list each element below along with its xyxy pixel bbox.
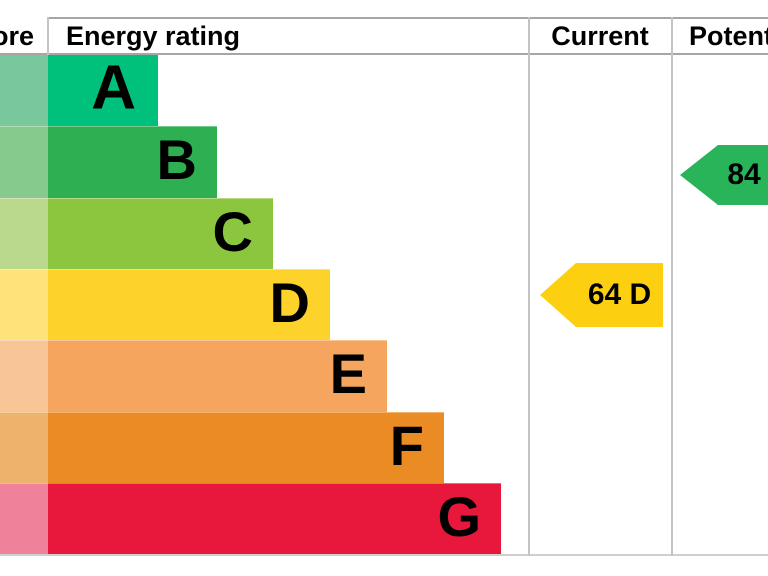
score-cell-d: 55-68	[0, 269, 48, 340]
score-column-divider	[47, 17, 49, 55]
rating-bar-g: G	[48, 483, 501, 554]
band-row-g: 1-20 G	[0, 483, 768, 554]
table-bottom-border	[0, 554, 768, 556]
score-cell-a: 92+	[0, 55, 48, 126]
rating-bar-b: B	[48, 126, 217, 198]
rating-bar-f: F	[48, 412, 444, 483]
band-row-b: 81-91 B	[0, 126, 768, 198]
current-column-divider	[528, 17, 530, 556]
score-cell-e: 39-54	[0, 340, 48, 412]
rating-letter-f: F	[389, 413, 424, 477]
energy-rating-column-header: Energy rating	[66, 21, 241, 51]
current-rating-arrow: 64 D	[540, 263, 663, 327]
rating-letter-c: C	[212, 199, 253, 263]
band-row-e: 39-54 E	[0, 340, 768, 412]
score-cell-f: 21-38	[0, 412, 48, 483]
rating-letter-g: G	[437, 484, 481, 548]
band-row-a: 92+ A	[0, 55, 768, 126]
score-cell-g: 1-20	[0, 483, 48, 554]
band-row-c: 69-80 C	[0, 198, 768, 269]
current-rating-value: 64 D	[587, 278, 652, 311]
left-arrow-polygon	[680, 145, 768, 205]
potential-rating-value: 84 B	[727, 158, 768, 191]
rating-bar-e: E	[48, 340, 387, 412]
rating-letter-a: A	[91, 53, 136, 123]
rating-bar-a: A	[48, 55, 158, 126]
potential-rating-arrow: 84 B	[680, 145, 768, 205]
score-cell-c: 69-80	[0, 198, 48, 269]
table-header: Score Energy rating Current Potential	[0, 19, 768, 53]
rating-letter-b: B	[156, 127, 197, 191]
rating-bar-c: C	[48, 198, 273, 269]
header-bottom-border	[0, 53, 768, 55]
left-arrow-shape	[680, 145, 768, 205]
left-arrow-shape	[540, 263, 663, 327]
table-top-border	[48, 17, 768, 19]
potential-column-divider	[671, 17, 673, 556]
band-row-f: 21-38 F	[0, 412, 768, 483]
score-column-header: Score	[0, 21, 34, 51]
score-cell-b: 81-91	[0, 126, 48, 198]
potential-column-header: Potential	[688, 21, 768, 51]
rating-bar-d: D	[48, 269, 330, 340]
band-row-d: 55-68 D	[0, 269, 768, 340]
rating-letter-d: D	[269, 270, 310, 334]
left-arrow-polygon	[540, 263, 663, 327]
current-column-header: Current	[551, 21, 649, 51]
rating-letter-e: E	[329, 341, 367, 405]
